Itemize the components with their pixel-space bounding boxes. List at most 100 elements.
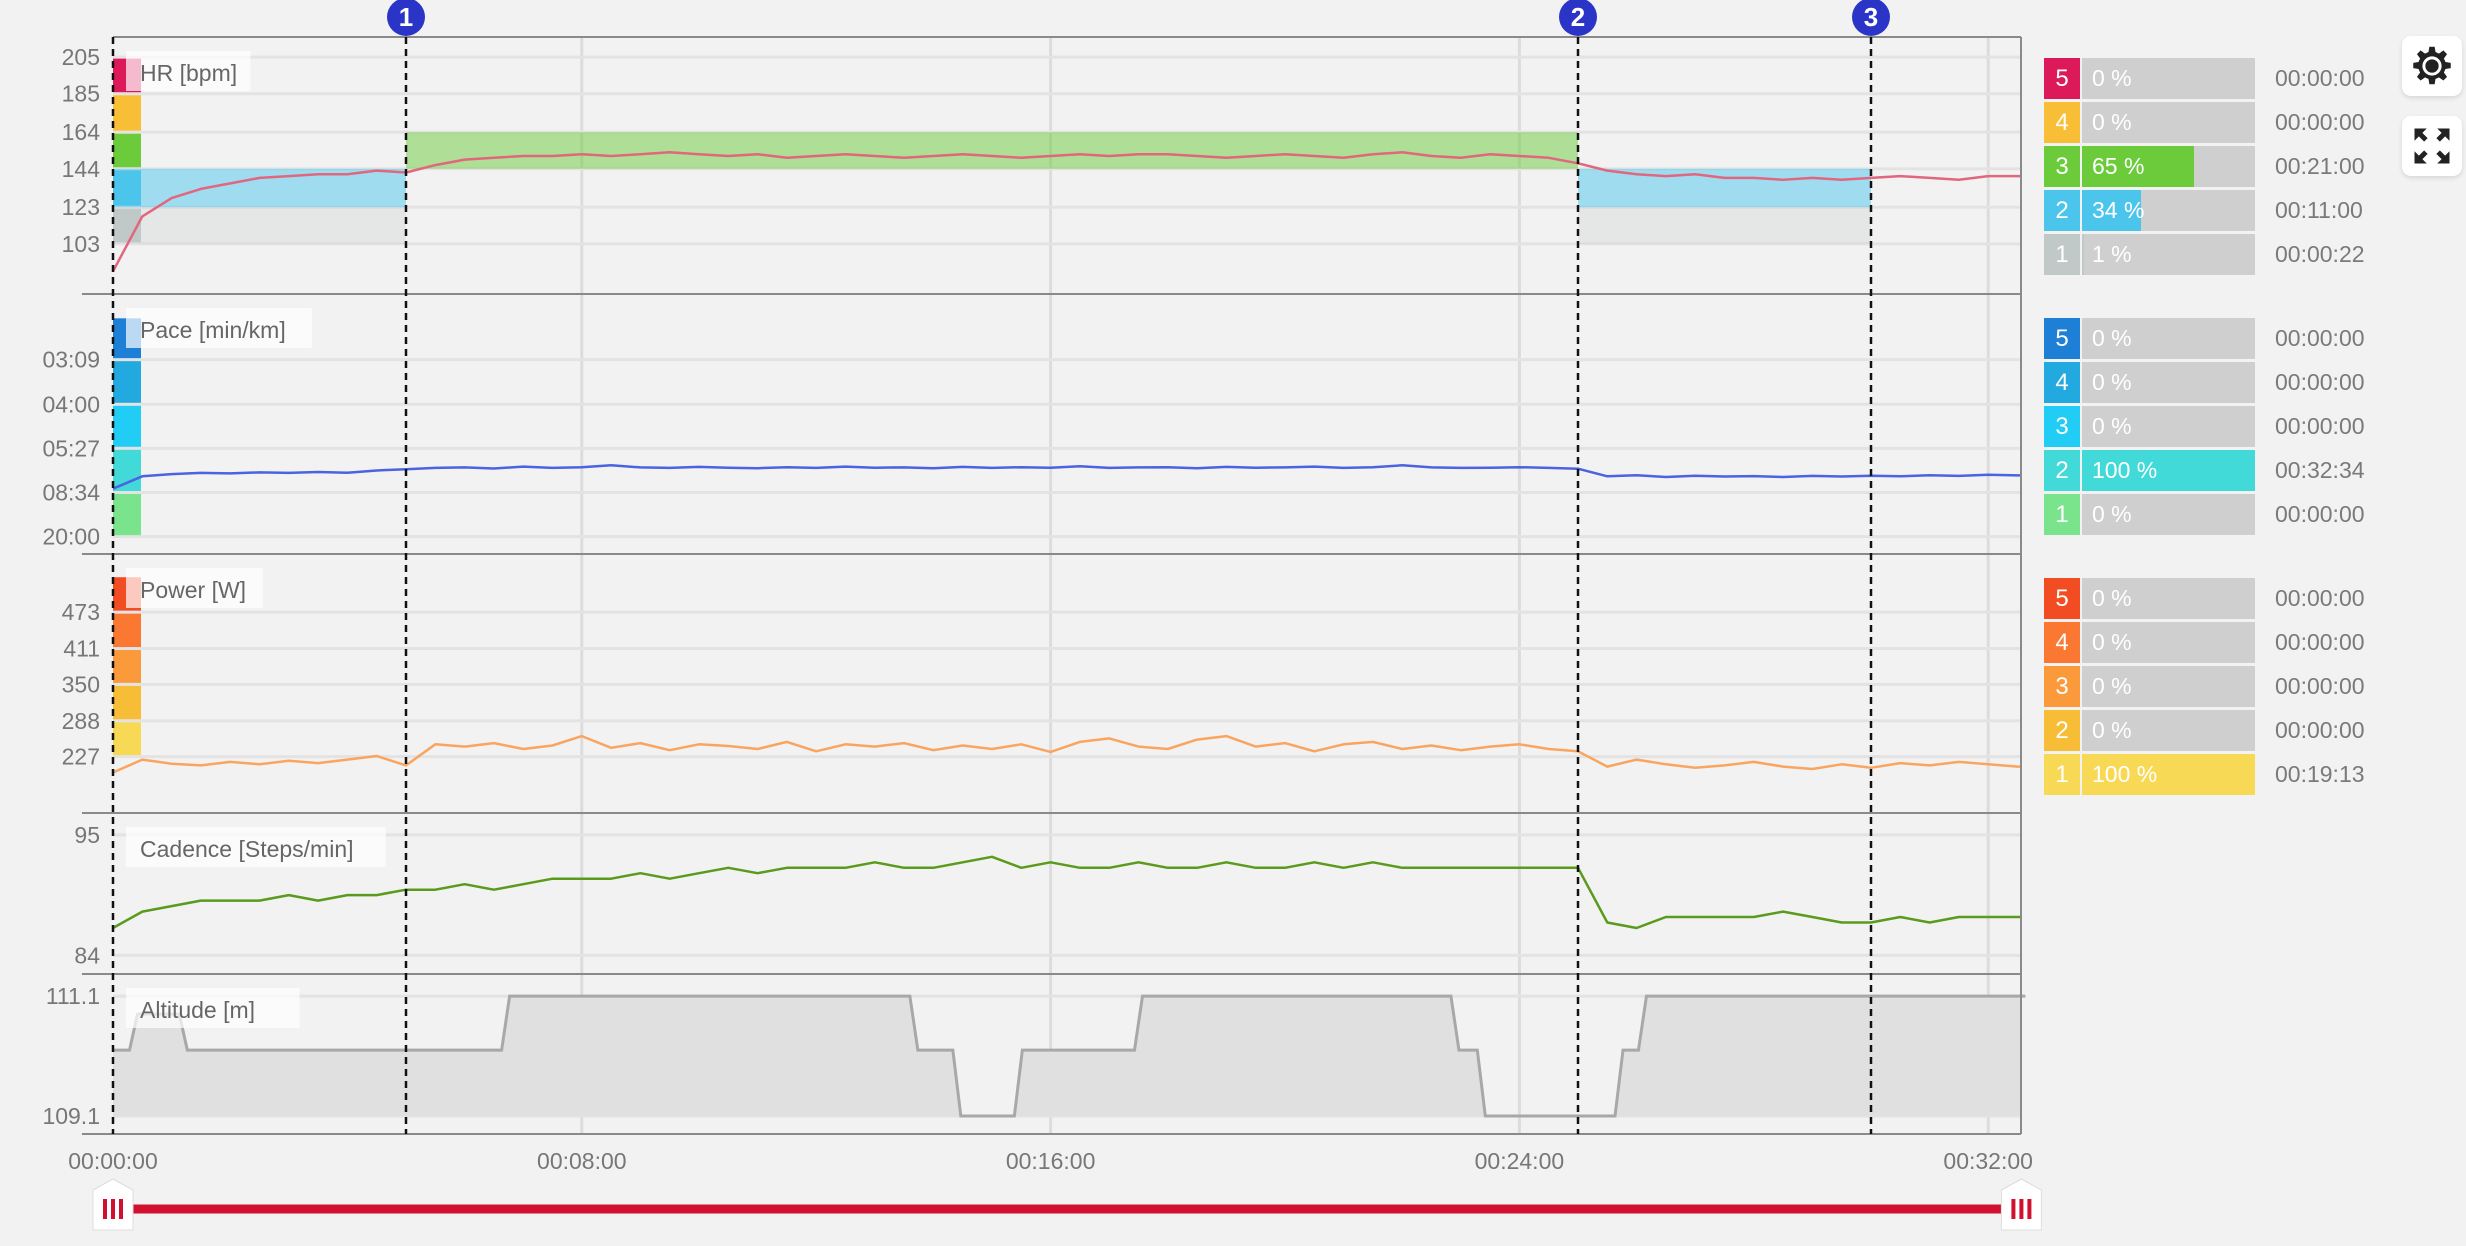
zone-strip-1 — [113, 722, 141, 756]
hr-line — [111, 151, 2021, 272]
interval-marker-3[interactable]: 3 — [1852, 0, 1890, 36]
zone-time: 00:21:00 — [2275, 153, 2365, 179]
zone-bar-fill — [2082, 146, 2195, 187]
y-tick-label: 288 — [62, 708, 100, 734]
interval-marker-2[interactable]: 2 — [1559, 0, 1597, 36]
zone-row: 3 0 % 00:00:00 — [2044, 406, 2464, 447]
zone-index: 2 — [2044, 190, 2080, 231]
zone-row: 1 1 % 00:00:22 — [2044, 234, 2464, 275]
zone-row: 4 0 % 00:00:00 — [2044, 622, 2464, 663]
zone-index: 3 — [2044, 666, 2080, 707]
panel-power: 227 288 350 411 473 Power [W] — [62, 568, 2021, 814]
panel-title: Altitude [m] — [140, 997, 255, 1023]
zone-percent: 0 % — [2092, 109, 2132, 135]
altitude-area — [113, 996, 2026, 1117]
interval-marker-label: 2 — [1571, 2, 1585, 32]
panel-title-bg — [126, 568, 263, 608]
zone-percent: 34 % — [2092, 197, 2145, 223]
zone-bar: 1 % — [2082, 234, 2255, 275]
zone-time: 00:00:00 — [2275, 369, 2365, 395]
zone-time: 00:00:00 — [2275, 585, 2365, 611]
y-tick-label: 05:27 — [42, 435, 100, 461]
zone-row: 1 0 % 00:00:00 — [2044, 494, 2464, 535]
zone-row: 2 100 % 00:32:34 — [2044, 450, 2464, 491]
zone-time: 00:00:00 — [2275, 413, 2365, 439]
zone-strip-4 — [113, 95, 141, 131]
y-tick-label: 411 — [63, 636, 100, 662]
y-tick-label: 84 — [74, 942, 100, 968]
y-tick-label: 95 — [74, 822, 100, 848]
zone-bar-fill — [2082, 234, 2084, 275]
range-slider-end-handle[interactable] — [2000, 1178, 2042, 1231]
handle-grip — [103, 1199, 107, 1219]
zone-index: 1 — [2044, 234, 2080, 275]
zone-time: 00:19:13 — [2275, 761, 2365, 787]
altitude-line — [113, 994, 2026, 1118]
zone-time: 00:00:00 — [2275, 717, 2365, 743]
zone-bar-fill — [2082, 450, 2255, 491]
y-tick-label: 227 — [62, 744, 100, 770]
zone-bar: 0 % — [2082, 362, 2255, 403]
interval-marker-circle — [1559, 0, 1597, 36]
panel-title: Power [W] — [140, 577, 246, 603]
y-tick-label: 123 — [62, 194, 100, 220]
panel-title-bg — [126, 988, 300, 1028]
zone-percent: 0 % — [2092, 585, 2132, 611]
zone-row: 5 0 % 00:00:00 — [2044, 318, 2464, 359]
zone-percent: 65 % — [2092, 153, 2145, 179]
zone-bar: 0 % — [2082, 578, 2255, 619]
pace-line — [112, 464, 2021, 490]
panel-title-bg — [126, 308, 312, 348]
target-zone-band — [113, 168, 406, 208]
zone-percent: 0 % — [2092, 413, 2132, 439]
zone-time: 00:00:00 — [2275, 629, 2365, 655]
zone-percent: 100 % — [2092, 457, 2158, 483]
range-slider-start-handle[interactable] — [92, 1178, 134, 1231]
zone-index: 5 — [2044, 578, 2080, 619]
y-tick-label: 164 — [62, 119, 101, 145]
panel-title: HR [bpm] — [140, 60, 237, 86]
zone-row: 4 0 % 00:00:00 — [2044, 362, 2464, 403]
zone-time: 00:00:00 — [2275, 65, 2365, 91]
y-tick-label: 03:09 — [42, 347, 100, 373]
zone-index: 4 — [2044, 622, 2080, 663]
panel-hr: 103 123 144 164 185 205 HR [bpm] — [62, 44, 2021, 295]
target-zone-band — [1578, 207, 1871, 244]
zone-index: 5 — [2044, 58, 2080, 99]
zone-percent: 0 % — [2092, 629, 2132, 655]
zone-time: 00:11:00 — [2275, 197, 2363, 223]
y-tick-label: 08:34 — [42, 480, 100, 506]
zone-bar: 34 % — [2082, 190, 2255, 231]
handle-grip — [111, 1199, 115, 1219]
zone-row: 3 0 % 00:00:00 — [2044, 666, 2464, 707]
panel-cadence: 84 95 Cadence [Steps/min] — [74, 822, 2021, 975]
x-tick-label: 00:24:00 — [1475, 1148, 1565, 1174]
target-zone-band — [113, 207, 406, 244]
zone-row: 2 34 % 00:11:00 — [2044, 190, 2464, 231]
zone-index: 2 — [2044, 710, 2080, 751]
zone-strip-2 — [113, 170, 141, 206]
interval-marker-circle — [387, 0, 425, 36]
zone-percent: 0 % — [2092, 369, 2132, 395]
zone-row: 3 65 % 00:21:00 — [2044, 146, 2464, 187]
y-tick-label: 103 — [62, 231, 100, 257]
handle-grip — [119, 1199, 123, 1219]
panel-altitude: 109.1 111.1 Altitude [m] — [42, 983, 2026, 1135]
zone-index: 2 — [2044, 450, 2080, 491]
zone-index: 3 — [2044, 146, 2080, 187]
interval-marker-label: 3 — [1864, 2, 1878, 32]
y-tick-label: 109.1 — [42, 1103, 100, 1129]
zone-strip-2 — [113, 685, 141, 720]
interval-marker-1[interactable]: 1 — [387, 0, 425, 36]
zone-row: 2 0 % 00:00:00 — [2044, 710, 2464, 751]
zone-row: 4 0 % 00:00:00 — [2044, 102, 2464, 143]
zone-bar: 0 % — [2082, 710, 2255, 751]
panel-title-bg — [126, 51, 251, 91]
zone-percent: 0 % — [2092, 673, 2132, 699]
zone-bar: 0 % — [2082, 406, 2255, 447]
zone-strip-3 — [113, 405, 141, 447]
zone-bar: 0 % — [2082, 318, 2255, 359]
settings-button[interactable] — [2402, 36, 2462, 96]
zone-bar-fill — [2082, 190, 2141, 231]
fullscreen-button[interactable] — [2402, 116, 2462, 176]
